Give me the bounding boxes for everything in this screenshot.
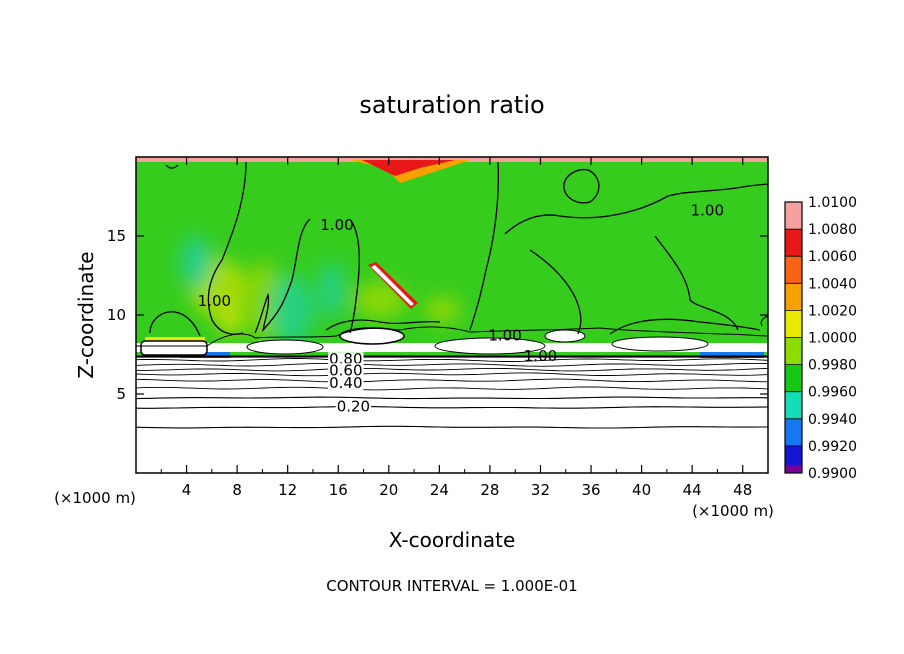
y-axis-label: Z-coordinate <box>74 251 98 378</box>
colorbar-label: 1.0060 <box>808 249 857 265</box>
colorbar-segment <box>785 283 802 311</box>
x-tick-label: 44 <box>683 481 702 499</box>
contour-label-backing <box>328 375 364 390</box>
colorbar: 1.0100 1.0080 1.0060 1.0040 1.0020 1.0000 0.99… <box>784 195 857 482</box>
contour-1.00-g <box>504 183 768 235</box>
contour-1.00-e <box>469 161 500 331</box>
contour-label: 1.00 <box>691 202 724 220</box>
contour-interval-note: CONTOUR INTERVAL = 1.000E-01 <box>326 577 577 595</box>
y-tick-label: 10 <box>107 306 126 324</box>
y-tick-label: 5 <box>116 385 126 403</box>
stable-contours <box>136 358 768 429</box>
top-supersaturation-core <box>362 160 455 176</box>
colorbar-label: 1.0080 <box>808 222 857 238</box>
x-unit-label: (×1000 m) <box>692 502 774 520</box>
shading-variations <box>180 236 460 345</box>
chart-title: saturation ratio <box>359 91 544 119</box>
stable-contour-line <box>136 362 768 367</box>
contour-label: 1.00 <box>488 327 521 345</box>
y-axis: 5 10 15 <box>107 227 768 403</box>
colorbar-label: 0.9920 <box>808 439 857 455</box>
stable-contour-line <box>136 378 768 383</box>
top-boundary <box>136 157 768 162</box>
x-tick-label: 36 <box>581 481 600 499</box>
contour-1.00-k <box>609 318 761 335</box>
dry-fringe-2 <box>700 352 764 358</box>
x-tick-label: 32 <box>531 481 550 499</box>
plot-area <box>136 157 768 473</box>
contour-1.00-f <box>563 168 600 204</box>
contour-1.00-i <box>654 235 739 331</box>
contour-1.00-m <box>760 315 768 327</box>
contour-1.00-l <box>325 319 441 331</box>
contour-label: 0.20 <box>337 398 370 416</box>
contour-1.00-a <box>207 161 247 335</box>
contour-label: 0.60 <box>329 361 362 379</box>
cloud-base-fringe-1 <box>145 337 205 342</box>
y-unit-label: (×1000 m) <box>54 489 136 507</box>
contour-1.00-b <box>165 164 179 169</box>
colorbar-segment <box>785 310 802 338</box>
x-tick-label: 20 <box>379 481 398 499</box>
supersaturated-streak-core <box>371 265 414 306</box>
y-tick-label: 15 <box>107 227 126 245</box>
colorbar-label: 1.0100 <box>808 195 857 211</box>
cloud-layer-edge <box>136 326 768 357</box>
x-tick-label: 4 <box>182 481 192 499</box>
x-tick-label: 12 <box>278 481 297 499</box>
colorbar-label: 1.0000 <box>808 331 857 347</box>
contour-label: 1.00 <box>320 216 353 234</box>
contour-labels: 1.001.001.001.001.000.800.600.400.20 <box>198 202 724 416</box>
contour-1.00-c <box>254 218 311 334</box>
stable-contour-line <box>136 358 768 362</box>
cloud-cell-2 <box>246 339 324 355</box>
colorbar-label: 1.0040 <box>808 276 857 292</box>
contour-1.00-h <box>529 249 582 335</box>
colorbar-label: 0.9980 <box>808 358 857 374</box>
stable-contour-line <box>136 425 768 429</box>
contour-label-backing <box>335 399 372 414</box>
contour-label-backing <box>328 352 364 367</box>
colorbar-segment <box>785 229 802 257</box>
colorbar-segment <box>785 256 802 284</box>
colorbar-segment <box>785 337 802 365</box>
colorbar-label: 0.9940 <box>808 412 857 428</box>
cloud-cell-6 <box>611 336 709 352</box>
cloud-base-fringe-2 <box>136 352 768 356</box>
stable-contour-line <box>136 367 768 372</box>
x-tick-label: 28 <box>480 481 499 499</box>
contour-1.00-d <box>349 221 360 334</box>
cloud-cell-4 <box>434 337 546 355</box>
x-tick-label: 8 <box>232 481 242 499</box>
x-axis: 4 8 12 16 20 24 28 32 36 40 44 48 <box>160 157 752 499</box>
x-tick-label: 24 <box>430 481 449 499</box>
contour-label: 1.00 <box>524 347 557 365</box>
colorbar-segment <box>785 418 802 446</box>
contour-label: 0.40 <box>329 374 362 392</box>
cloud-cell-3 <box>339 327 405 345</box>
stable-contour-line <box>136 396 768 400</box>
colorbar-label: 1.0020 <box>808 303 857 319</box>
colorbar-label: 0.9960 <box>808 385 857 401</box>
cloud-cell-5 <box>544 329 586 343</box>
stable-contour-line <box>136 405 768 409</box>
stable-contour-line <box>136 386 768 391</box>
stable-contour-line <box>136 372 768 377</box>
contour-label: 1.00 <box>198 292 231 310</box>
colorbar-segment <box>785 364 802 392</box>
colorbar-segment <box>785 202 802 230</box>
colorbar-segment <box>785 464 802 473</box>
x-tick-label: 48 <box>733 481 752 499</box>
x-axis-label: X-coordinate <box>389 528 516 552</box>
contour-label-backing <box>328 363 364 378</box>
cloud-cell-1 <box>140 340 208 356</box>
colorbar-label: 0.9900 <box>808 466 857 482</box>
x-tick-label: 40 <box>632 481 651 499</box>
colorbar-segment <box>785 391 802 419</box>
contour-1.00-j <box>149 311 201 337</box>
x-tick-label: 16 <box>329 481 348 499</box>
